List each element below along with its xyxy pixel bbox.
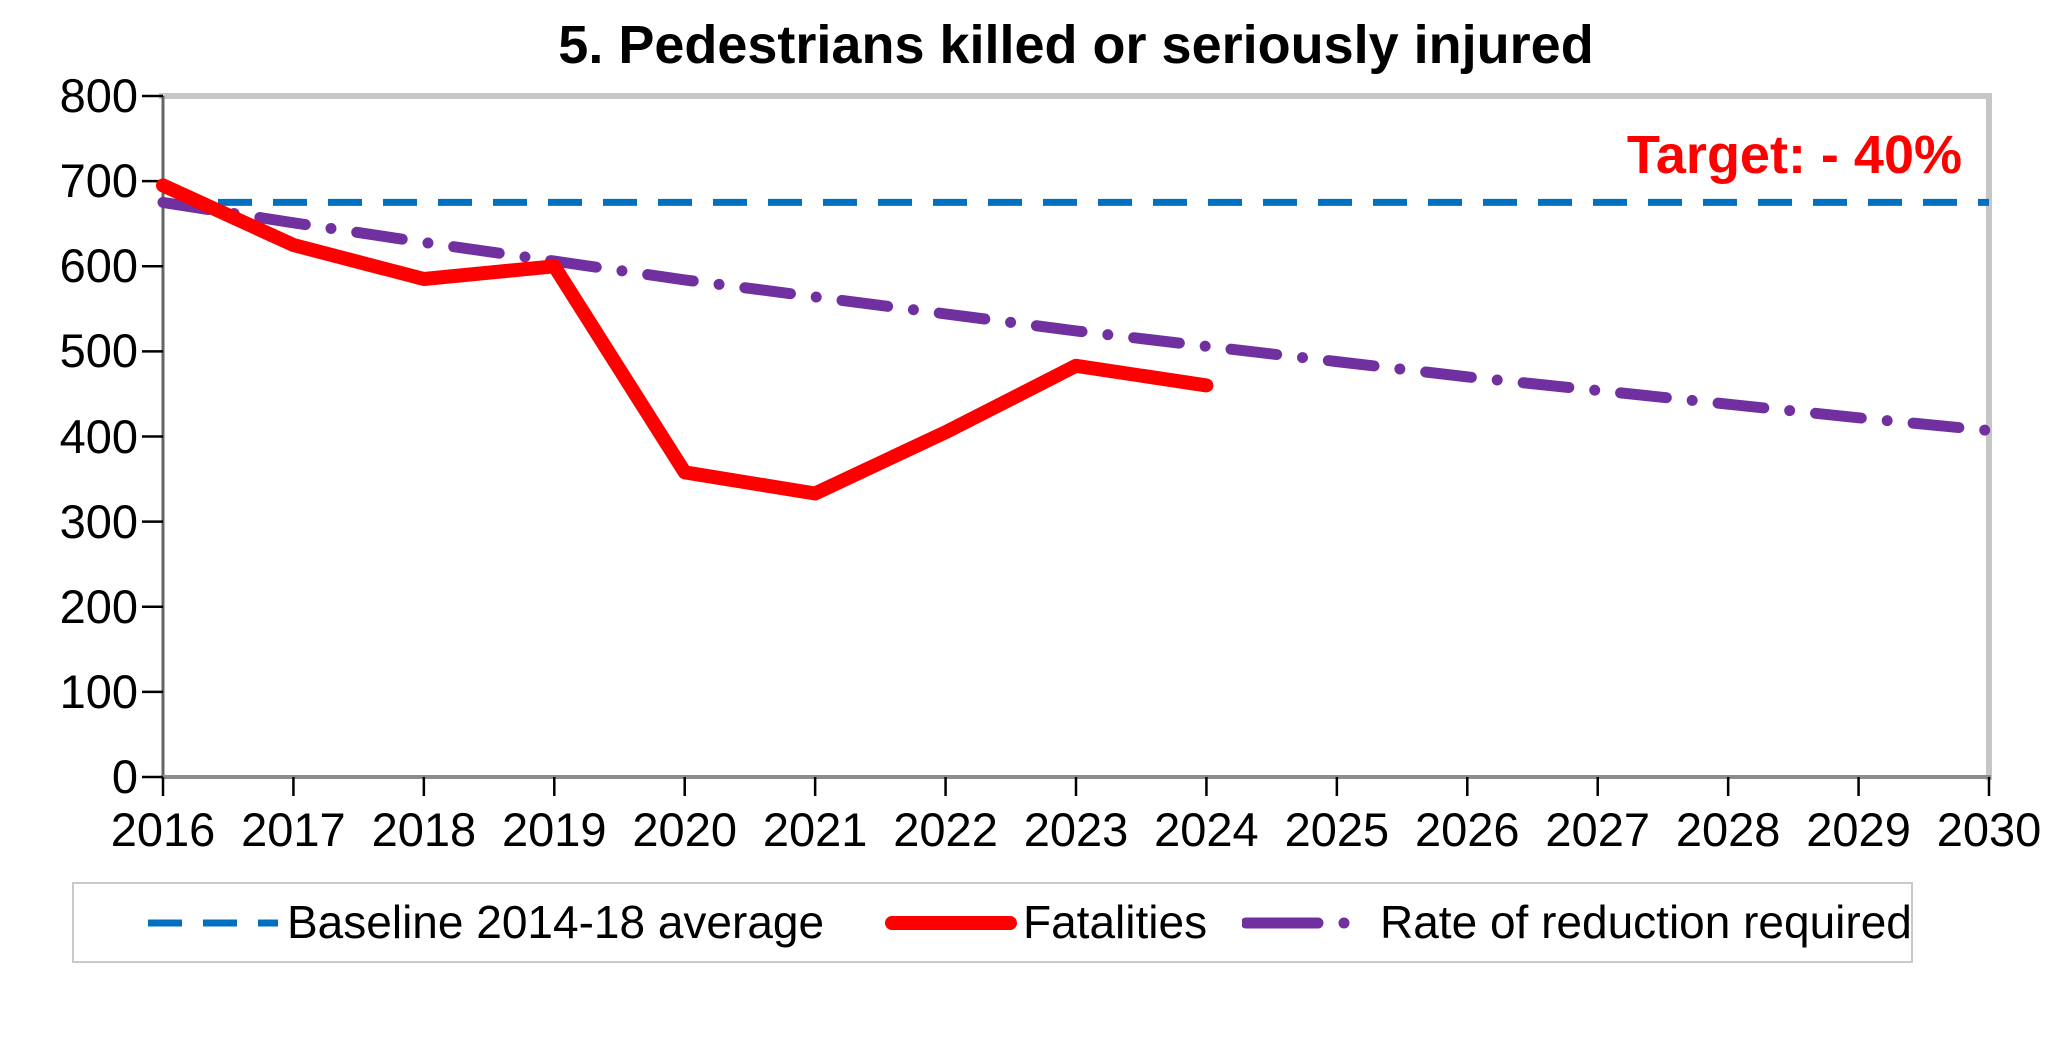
axis-tick-marks [142,94,1991,796]
x-axis-tick-label: 2027 [1545,803,1650,856]
target-annotation: Target: - 40% [1626,125,1962,185]
legend: Baseline 2014-18 average Fatalities Rate… [72,882,1913,963]
fatalities-line-sample-icon [885,916,1017,930]
y-axis-tick-label: 800 [59,69,138,122]
x-axis-tick-label: 2026 [1415,803,1520,856]
plot-frame [159,93,1992,780]
x-axis-tick-label: 2021 [762,803,868,856]
x-axis-tick-label: 2019 [502,803,607,856]
y-axis-tick-label: 400 [59,409,138,463]
chart-series-group [156,178,1995,501]
x-axis-tick-label: 2018 [371,803,477,856]
legend-label-fatalities: Fatalities [1023,896,1208,948]
x-axis-tick-label: 2030 [1936,803,2042,856]
x-axis-tick-label: 2023 [1023,803,1129,856]
chart-title: 5. Pedestrians killed or seriously injur… [558,15,1594,75]
x-axis-tick-label: 2024 [1154,803,1259,856]
legend-label-baseline: Baseline 2014-18 average [287,896,825,948]
baseline-line-sample-icon [148,919,278,927]
rate-of-reduction-required-series-line [157,196,1995,436]
y-axis-tick-label: 500 [59,324,138,378]
fatalities-series-line [156,178,1214,501]
x-axis-tick-label: 2020 [632,803,737,856]
x-axis-tick-label: 2022 [893,803,998,856]
y-axis-tick-label: 100 [59,664,138,718]
rate-line-sample-icon [1242,917,1354,929]
x-axis-tick-label: 2029 [1806,803,1911,856]
y-axis-tick-label: 700 [59,154,138,208]
y-axis-tick-label: 200 [59,579,138,633]
y-axis-tick-label: 300 [59,494,138,548]
legend-label-rate: Rate of reduction required [1380,896,1912,948]
x-axis-tick-label: 2017 [241,803,346,856]
y-axis-tick-label: 0 [111,750,138,803]
x-axis-tick-label: 2025 [1284,803,1390,856]
x-axis-tick-label: 2028 [1675,803,1781,856]
y-axis-tick-label: 600 [59,239,138,293]
x-axis-tick-label: 2016 [110,803,216,856]
